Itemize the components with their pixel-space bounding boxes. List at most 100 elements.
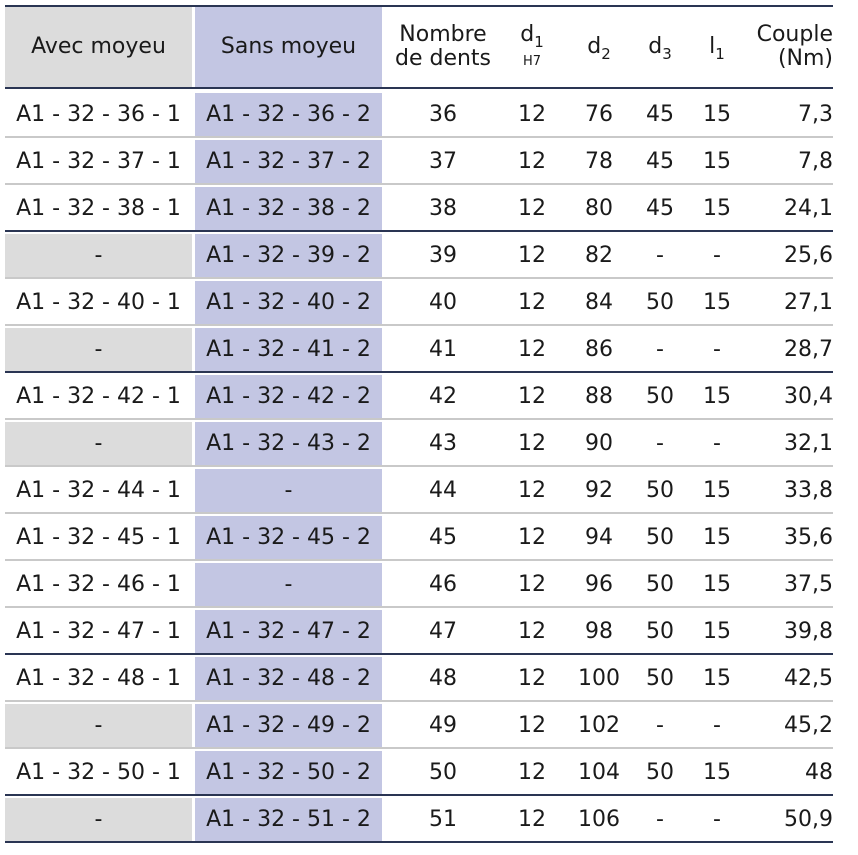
header-l1-sub: 1 [715, 45, 725, 64]
header-d1-text: d1 H7 [520, 23, 544, 71]
cell-d2: 88 [585, 384, 613, 409]
header-avec-moyeu-label: Avec moyeu [31, 34, 166, 60]
cell-d2: 102 [578, 713, 620, 738]
table-row: A1 - 32 - 46 - 1- 46 12 96 50 15 37,5 [5, 563, 833, 608]
cell-d2: 94 [585, 525, 613, 550]
header-nombre-line1: Nombre [399, 22, 487, 48]
cell-avec-moyeu: - [5, 328, 192, 371]
header-d3-text: d3 [648, 34, 672, 62]
table-row: - A1 - 32 - 39 - 2 39 12 82- -25,6 [5, 234, 833, 279]
cell-nombre-dents: 40 [429, 290, 457, 315]
table-row: A1 - 32 - 47 - 1 A1 - 32 - 47 - 2 47 12 98 50… [5, 610, 833, 655]
cell-avec-moyeu: - [5, 798, 192, 841]
cell-d1: 12 [518, 666, 546, 691]
header-couple-text: Couple (Nm) [757, 23, 833, 71]
cell-couple: 35,6 [784, 525, 833, 550]
cell-nombre-dents: 43 [429, 431, 457, 456]
header-nombre-dents: Nombre de dents [387, 7, 499, 87]
cell-l1: 15 [703, 760, 731, 785]
cell-d2: 100 [578, 666, 620, 691]
cell-sans-moyeu: - [195, 563, 382, 606]
table-header: Avec moyeu Sans moyeu Nombre de dents d1 H… [5, 5, 833, 89]
cell-nombre-dents: 46 [429, 572, 457, 597]
cell-avec-moyeu: A1 - 32 - 42 - 1 [16, 384, 181, 409]
cell-avec-moyeu: A1 - 32 - 44 - 1 [16, 478, 181, 503]
cell-l1: 15 [703, 290, 731, 315]
cell-d2: 84 [585, 290, 613, 315]
header-d3-main: d [648, 34, 663, 60]
cell-d1: 12 [518, 243, 546, 268]
cell-couple: 37,5 [784, 572, 833, 597]
cell-l1: 15 [703, 666, 731, 691]
cell-l1: 15 [703, 572, 731, 597]
cell-nombre-dents: 37 [429, 149, 457, 174]
cell-nombre-dents: 51 [429, 807, 457, 832]
table-row: A1 - 32 - 38 - 1 A1 - 32 - 38 - 2 38 12 80 45… [5, 187, 833, 232]
cell-d1: 12 [518, 196, 546, 221]
cell-couple: 32,1 [784, 431, 833, 456]
cell-sans-moyeu: - [195, 469, 382, 512]
cell-d1: 12 [518, 760, 546, 785]
cell-sans-moyeu: A1 - 32 - 43 - 2 [195, 422, 382, 465]
cell-d1: 12 [518, 572, 546, 597]
header-d3: d3 [633, 7, 687, 87]
cell-nombre-dents: 42 [429, 384, 457, 409]
cell-avec-moyeu: A1 - 32 - 50 - 1 [16, 760, 181, 785]
cell-nombre-dents: 48 [429, 666, 457, 691]
cell-sans-moyeu: A1 - 32 - 50 - 2 [195, 751, 382, 794]
cell-d3: 50 [646, 760, 674, 785]
cell-nombre-dents: 41 [429, 337, 457, 362]
cell-sans-moyeu: A1 - 32 - 45 - 2 [195, 516, 382, 559]
table-row: A1 - 32 - 50 - 1 A1 - 32 - 50 - 2 50 12 104 5… [5, 751, 833, 796]
cell-sans-moyeu: A1 - 32 - 51 - 2 [195, 798, 382, 841]
cell-d1: 12 [518, 149, 546, 174]
cell-l1: - [713, 431, 721, 456]
cell-d1: 12 [518, 337, 546, 362]
cell-couple: 33,8 [784, 478, 833, 503]
cell-d2: 106 [578, 807, 620, 832]
header-couple-line1: Couple [756, 22, 833, 48]
header-nombre-line2: de dents [394, 46, 492, 71]
cell-d3: - [656, 431, 664, 456]
cell-l1: - [713, 807, 721, 832]
cell-d2: 96 [585, 572, 613, 597]
cell-d2: 86 [585, 337, 613, 362]
header-d3-sub: 3 [662, 45, 672, 64]
cell-avec-moyeu: A1 - 32 - 46 - 1 [16, 572, 181, 597]
cell-d3: 50 [646, 572, 674, 597]
cell-d3: - [656, 713, 664, 738]
cell-nombre-dents: 47 [429, 619, 457, 644]
cell-avec-moyeu: A1 - 32 - 38 - 1 [16, 196, 181, 221]
cell-d1: 12 [518, 431, 546, 456]
header-nombre-dents-text: Nombre de dents [395, 23, 491, 71]
cell-sans-moyeu: A1 - 32 - 42 - 2 [195, 375, 382, 418]
header-couple-line2: (Nm) [777, 46, 833, 71]
cell-d1: 12 [518, 384, 546, 409]
cell-avec-moyeu: A1 - 32 - 40 - 1 [16, 290, 181, 315]
cell-l1: 15 [703, 196, 731, 221]
cell-avec-moyeu: - [5, 704, 192, 747]
table-row: - A1 - 32 - 49 - 2 49 12 102- -45,2 [5, 704, 833, 749]
header-sans-moyeu: Sans moyeu [195, 7, 382, 87]
cell-nombre-dents: 39 [429, 243, 457, 268]
cell-avec-moyeu: - [5, 422, 192, 465]
cell-nombre-dents: 36 [429, 102, 457, 127]
cell-d1: 12 [518, 713, 546, 738]
header-d2-main: d [587, 34, 602, 60]
cell-sans-moyeu: A1 - 32 - 48 - 2 [195, 657, 382, 700]
cell-couple: 42,5 [784, 666, 833, 691]
cell-l1: 15 [703, 102, 731, 127]
table-row: A1 - 32 - 42 - 1 A1 - 32 - 42 - 2 42 12 88 50… [5, 375, 833, 420]
table-row: - A1 - 32 - 41 - 2 41 12 86- -28,7 [5, 328, 833, 373]
cell-d3: 50 [646, 384, 674, 409]
table-row: - A1 - 32 - 51 - 2 51 12 106- -50,9 [5, 798, 833, 843]
header-d2: d2 [565, 7, 633, 87]
cell-sans-moyeu: A1 - 32 - 47 - 2 [195, 610, 382, 653]
table-row: A1 - 32 - 48 - 1 A1 - 32 - 48 - 2 48 12 100 5… [5, 657, 833, 702]
cell-couple: 25,6 [784, 243, 833, 268]
cell-d2: 90 [585, 431, 613, 456]
cell-d1: 12 [518, 619, 546, 644]
cell-d3: - [656, 337, 664, 362]
cell-couple: 39,8 [784, 619, 833, 644]
cell-nombre-dents: 38 [429, 196, 457, 221]
